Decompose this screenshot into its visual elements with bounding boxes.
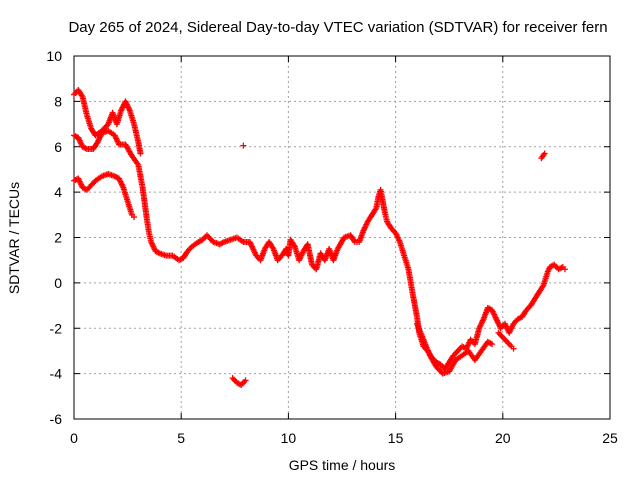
series-lower-branch xyxy=(495,329,517,352)
series-secondary-descent xyxy=(414,320,496,377)
y-tick-label: -6 xyxy=(50,411,63,427)
x-tick-label: 10 xyxy=(281,430,297,446)
x-axis-label: GPS time / hours xyxy=(289,457,396,473)
series-main-track xyxy=(137,173,568,373)
x-tick-label: 15 xyxy=(388,430,404,446)
y-tick-label: 4 xyxy=(54,184,62,200)
data-point-marker xyxy=(131,214,138,221)
y-tick-label: 10 xyxy=(46,48,62,64)
data-point-marker xyxy=(240,142,247,149)
x-tick-label: 25 xyxy=(602,430,618,446)
data-points xyxy=(71,87,568,388)
y-tick-label: -4 xyxy=(50,366,63,382)
y-tick-label: -2 xyxy=(50,320,63,336)
y-tick-label: 6 xyxy=(54,139,62,155)
data-point-marker xyxy=(510,345,517,352)
data-point-marker xyxy=(489,341,496,348)
series-upper-arc xyxy=(71,87,144,157)
series-middle-arc xyxy=(71,127,144,180)
grid-lines xyxy=(74,56,610,419)
data-point-marker xyxy=(541,150,548,157)
y-axis-label: SDTVAR / TECUs xyxy=(6,182,22,294)
data-point-marker xyxy=(561,266,568,273)
y-tick-label: 0 xyxy=(54,275,62,291)
axis-ticks: 0 5 10 15 20 25 -6 -4 -2 0 2 4 6 8 10 xyxy=(46,48,618,446)
series-isolated-points xyxy=(229,142,548,388)
data-point-marker xyxy=(242,377,249,384)
series-lower-arc xyxy=(71,170,138,221)
y-tick-label: 8 xyxy=(54,93,62,109)
data-point-marker xyxy=(137,150,144,157)
x-tick-label: 0 xyxy=(70,430,78,446)
x-tick-label: 20 xyxy=(495,430,511,446)
x-tick-label: 5 xyxy=(177,430,185,446)
chart-title: Day 265 of 2024, Sidereal Day-to-day VTE… xyxy=(68,19,607,36)
y-tick-label: 2 xyxy=(54,230,62,246)
